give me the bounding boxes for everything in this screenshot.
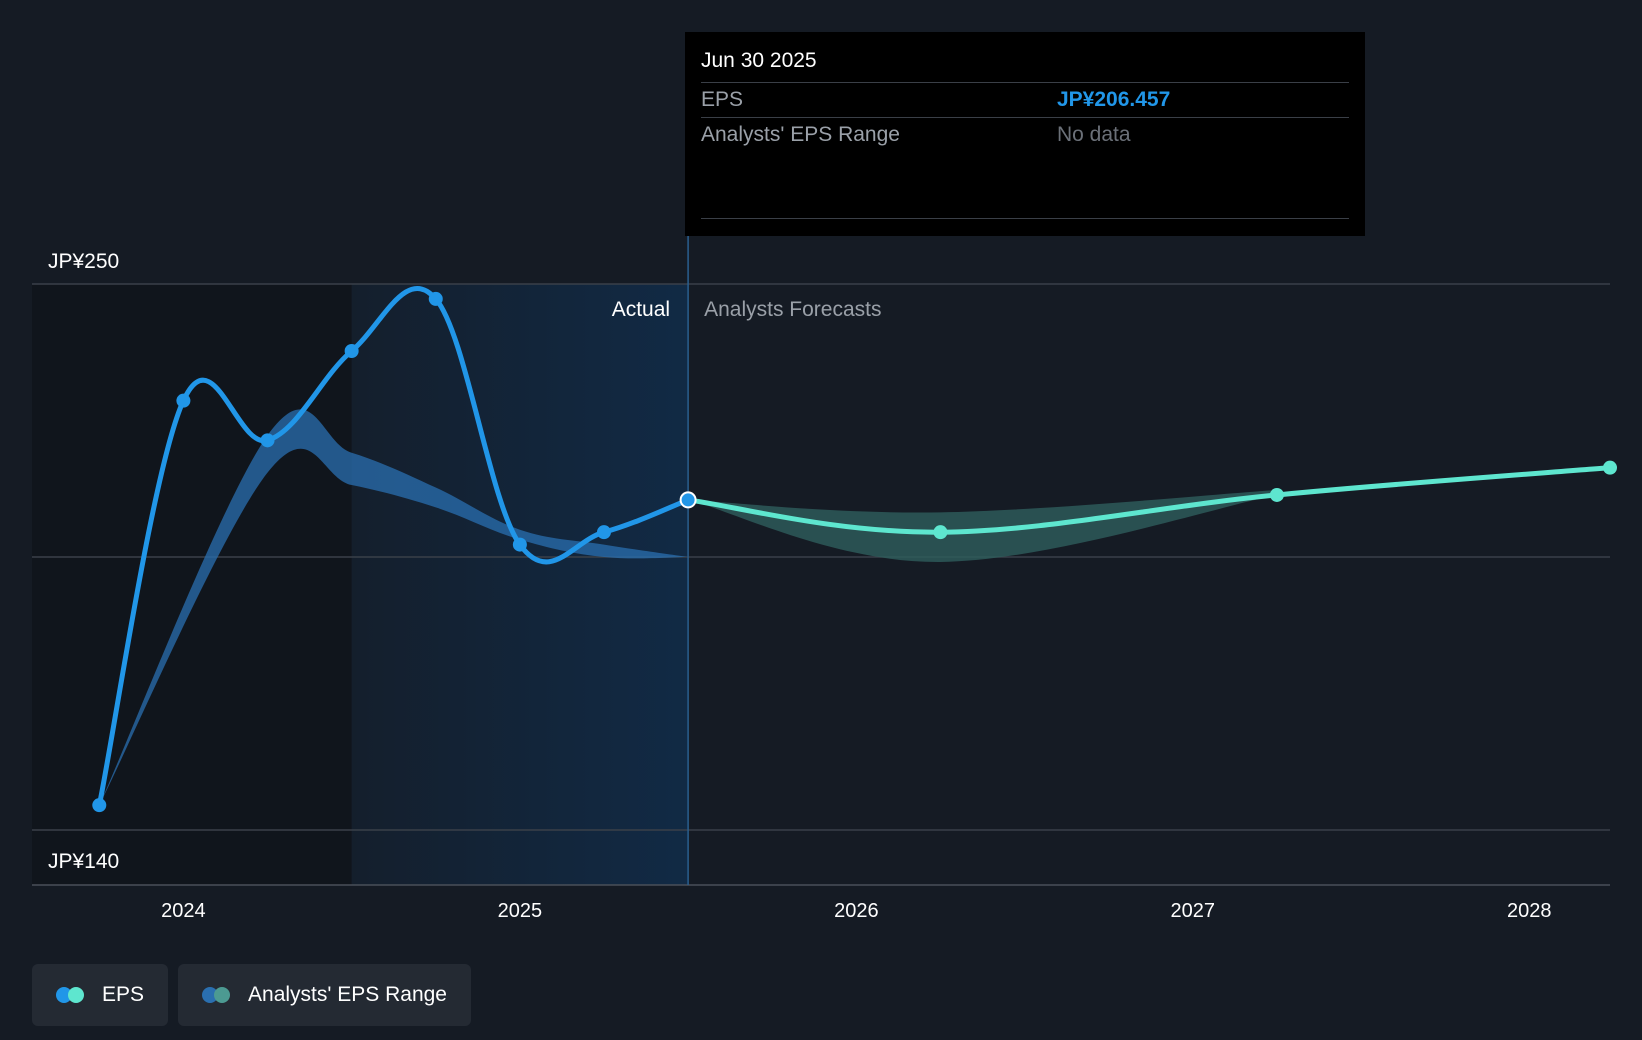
x-tick-label: 2024 [161, 900, 206, 922]
tooltip-range-value: No data [1057, 123, 1131, 146]
tooltip: Jun 30 2025 EPS JP¥206.457 Analysts' EPS… [685, 32, 1365, 236]
tooltip-eps-value: JP¥206.457 [1057, 88, 1171, 111]
eps-line-actual [96, 286, 691, 808]
y-tick-label: JP¥250 [48, 250, 119, 273]
eps-point-actual[interactable] [428, 291, 443, 306]
range-forecast-dot-icon [214, 987, 231, 1003]
eps-point-forecast[interactable] [1603, 460, 1617, 475]
x-tick-label: 2028 [1507, 900, 1552, 922]
eps-point-actual[interactable] [92, 798, 107, 813]
legend-eps-label: EPS [102, 983, 145, 1006]
eps-point-actual[interactable] [260, 433, 275, 448]
tooltip-eps-label: EPS [701, 88, 744, 111]
tooltip-divider [701, 218, 1349, 219]
eps-point-forecast[interactable] [1269, 487, 1284, 502]
legend: EPS Analysts' EPS Range [32, 964, 471, 1026]
tooltip-row-range: Analysts' EPS Range No data [701, 118, 1349, 152]
plot-background [32, 284, 352, 885]
eps-point-forecast[interactable] [933, 525, 948, 540]
eps-line-forecast [685, 465, 1613, 535]
range-band-forecast [688, 489, 1277, 562]
eps-point-actual[interactable] [344, 344, 359, 359]
region-label-forecast: Analysts Forecasts [704, 298, 881, 321]
x-tick-label: 2025 [498, 900, 543, 922]
range-legend-icon [202, 987, 232, 1003]
legend-item-eps[interactable]: EPS [32, 964, 169, 1026]
range-band-actual [99, 409, 689, 806]
eps-legend-icon [56, 987, 86, 1003]
eps-point-actual[interactable] [512, 537, 527, 552]
x-tick-label: 2027 [1171, 900, 1216, 922]
actual-region [351, 284, 689, 885]
tooltip-row-eps: EPS JP¥206.457 [701, 83, 1349, 118]
eps-point-actual[interactable] [596, 525, 611, 540]
eps-forecast-dot-icon [68, 987, 84, 1003]
eps-highlight-point[interactable] [679, 491, 697, 509]
tooltip-date: Jun 30 2025 [701, 46, 1349, 83]
eps-point-actual[interactable] [176, 393, 191, 408]
x-tick-label: 2026 [834, 900, 879, 922]
tooltip-range-label: Analysts' EPS Range [701, 123, 900, 146]
y-tick-label: JP¥140 [48, 850, 119, 873]
region-label-actual: Actual [612, 298, 670, 321]
legend-item-range[interactable]: Analysts' EPS Range [178, 964, 471, 1026]
legend-range-label: Analysts' EPS Range [248, 983, 447, 1006]
